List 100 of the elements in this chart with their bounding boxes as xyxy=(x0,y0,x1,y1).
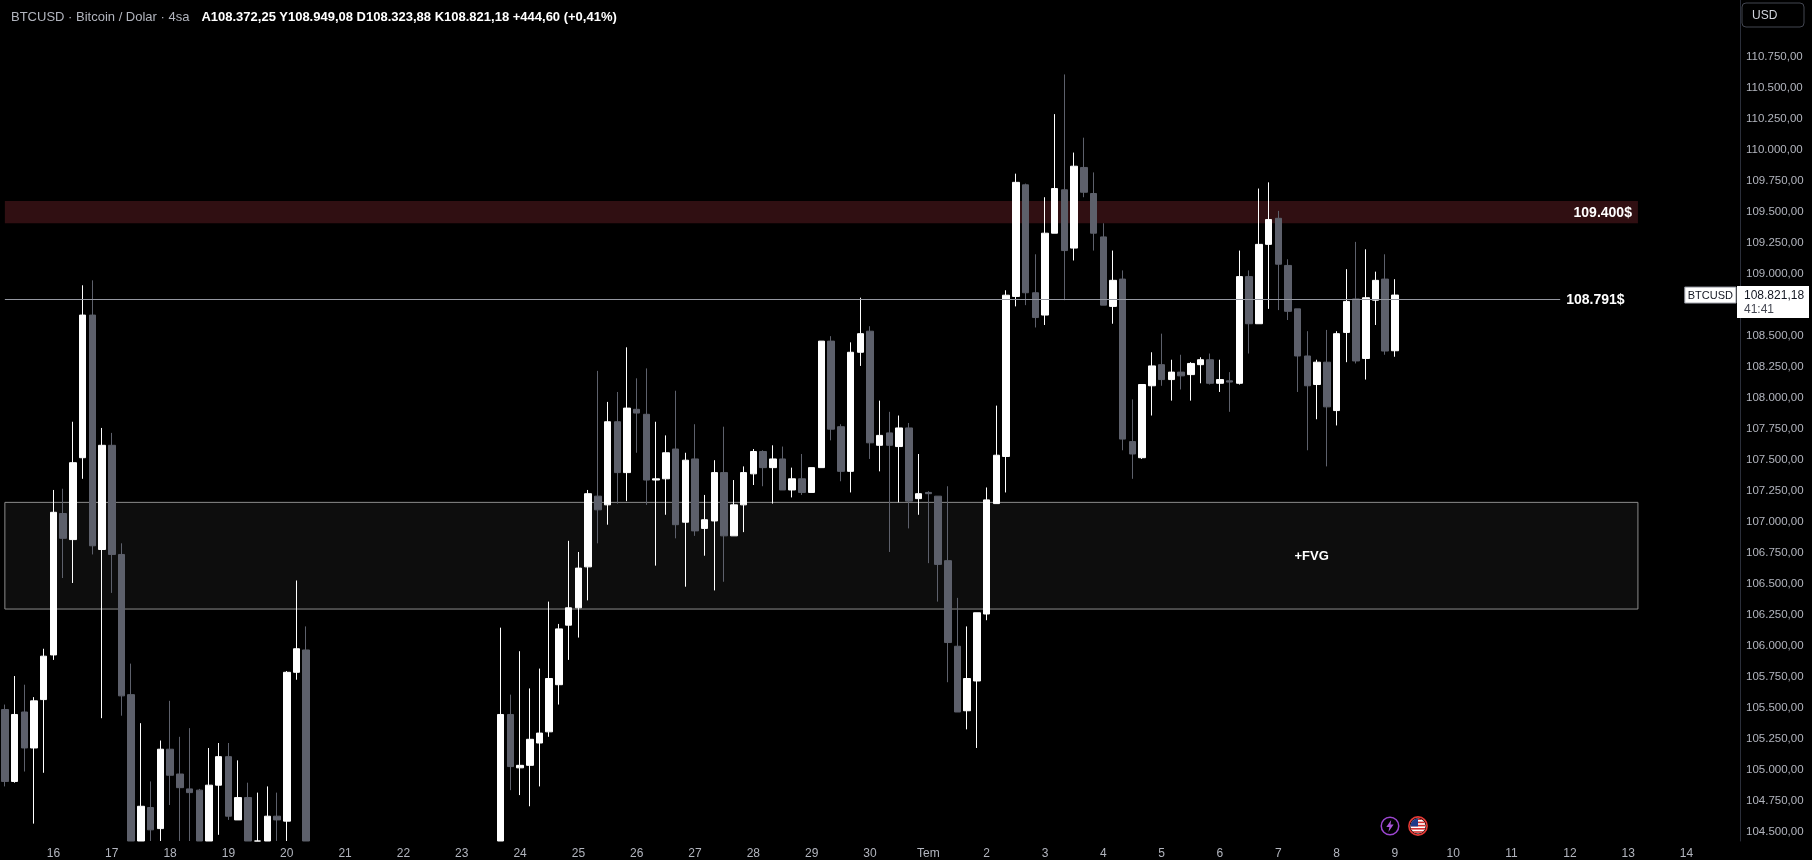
candlestick xyxy=(1197,356,1204,384)
candlestick xyxy=(672,390,679,539)
x-tick-label: 5 xyxy=(1158,846,1166,860)
candlestick xyxy=(682,452,689,588)
candlestick xyxy=(196,788,203,842)
candlestick xyxy=(711,459,718,591)
y-tick-label: 104.500,00 xyxy=(1746,825,1804,838)
candlestick xyxy=(847,341,854,493)
candlestick xyxy=(283,670,291,842)
candlestick xyxy=(30,696,38,825)
candlestick xyxy=(234,759,242,821)
candlestick xyxy=(565,540,572,661)
candlestick xyxy=(1226,371,1233,413)
candlestick xyxy=(769,444,777,505)
candlestick xyxy=(643,367,650,506)
candlestick xyxy=(662,434,670,516)
candlestick xyxy=(244,782,252,842)
candlestick xyxy=(633,377,640,454)
x-tick-label: Tem xyxy=(916,846,940,860)
candlestick xyxy=(1041,196,1049,326)
candlestick xyxy=(837,423,845,482)
candlestick xyxy=(98,427,106,719)
candlestick xyxy=(934,495,942,603)
y-tick-label: 107.250,00 xyxy=(1746,483,1804,496)
y-tick-label: 110.750,00 xyxy=(1746,49,1803,62)
candlestick xyxy=(1168,359,1175,402)
candlestick xyxy=(205,747,213,842)
candlestick xyxy=(740,465,747,533)
candlestick xyxy=(691,423,699,537)
candlestick xyxy=(614,391,621,505)
y-tick-label: 105.000,00 xyxy=(1746,763,1804,776)
x-tick-label: 10 xyxy=(1446,846,1461,860)
candlestick xyxy=(886,411,893,553)
candlestick xyxy=(516,650,524,796)
candlestick xyxy=(1372,271,1379,326)
y-tick-label: 107.000,00 xyxy=(1746,514,1804,527)
x-tick-label: 23 xyxy=(455,846,469,860)
x-tick-label: 12 xyxy=(1563,846,1577,860)
y-tick-label: 106.000,00 xyxy=(1746,639,1804,652)
x-tick-label: 26 xyxy=(630,846,644,860)
candlestick xyxy=(876,400,883,472)
candlestick xyxy=(1236,250,1243,386)
candlestick xyxy=(302,625,310,842)
candlestick xyxy=(915,453,922,516)
candlestick xyxy=(1381,253,1389,356)
x-tick-label: 27 xyxy=(688,846,703,860)
candlestick xyxy=(176,736,184,842)
y-tick-label: 110.500,00 xyxy=(1746,80,1803,93)
candlestick xyxy=(1255,188,1263,325)
x-tick-label: 6 xyxy=(1216,846,1224,860)
candlestick xyxy=(857,297,864,367)
y-tick-label: 110.250,00 xyxy=(1746,111,1803,124)
candlestick xyxy=(1294,308,1301,393)
candlestick xyxy=(983,486,990,621)
candlestick xyxy=(1187,361,1195,402)
candlestick xyxy=(1275,210,1282,311)
candlestick xyxy=(1206,353,1214,386)
candlestick xyxy=(166,700,174,806)
candlestick xyxy=(1177,354,1185,390)
candlestick xyxy=(89,279,96,555)
y-tick-label: 108.000,00 xyxy=(1746,390,1804,403)
x-tick-label: 24 xyxy=(513,846,528,860)
y-tick-label: 105.250,00 xyxy=(1746,732,1804,745)
candlestick xyxy=(1216,359,1224,393)
candlestick xyxy=(623,346,631,502)
band-label: 109.400$ xyxy=(1573,204,1633,221)
y-tick-label: 106.500,00 xyxy=(1746,576,1804,589)
candlestick xyxy=(730,479,738,537)
x-tick-label: 20 xyxy=(280,846,294,860)
y-tick-label: 109.250,00 xyxy=(1746,235,1804,248)
candlestick xyxy=(1362,248,1370,381)
candlestick xyxy=(1158,333,1165,387)
candlestick xyxy=(273,792,281,842)
candlestick xyxy=(594,370,602,544)
candlestick xyxy=(993,405,1000,505)
candlestick xyxy=(750,448,757,486)
candlestick xyxy=(866,325,874,460)
candlestick xyxy=(1245,269,1253,355)
x-tick-label: 16 xyxy=(46,846,61,860)
x-tick-label: 30 xyxy=(863,846,877,860)
candlestick xyxy=(1304,330,1311,451)
candlestick xyxy=(1352,241,1360,364)
x-tick-label: 17 xyxy=(105,846,119,860)
text: BTCUSD · Bitcoin / Dolar · 4sa xyxy=(11,9,191,24)
candlestick xyxy=(1119,269,1126,451)
candlestick xyxy=(40,648,47,774)
candlestick xyxy=(1100,222,1107,306)
candlestick xyxy=(604,401,611,526)
x-tick-label: 7 xyxy=(1274,846,1282,860)
x-tick-label: 28 xyxy=(746,846,761,860)
candlestick xyxy=(895,415,903,503)
candlestick xyxy=(827,335,835,441)
candlestick xyxy=(1090,171,1097,252)
y-tick-label: 108.500,00 xyxy=(1746,328,1804,341)
candlestick xyxy=(779,446,786,491)
candlestick xyxy=(1333,330,1340,426)
candlestick xyxy=(108,432,116,594)
x-tick-label: 2 xyxy=(983,846,991,860)
x-tick-label: 18 xyxy=(163,846,178,860)
candlestick xyxy=(1022,183,1029,306)
